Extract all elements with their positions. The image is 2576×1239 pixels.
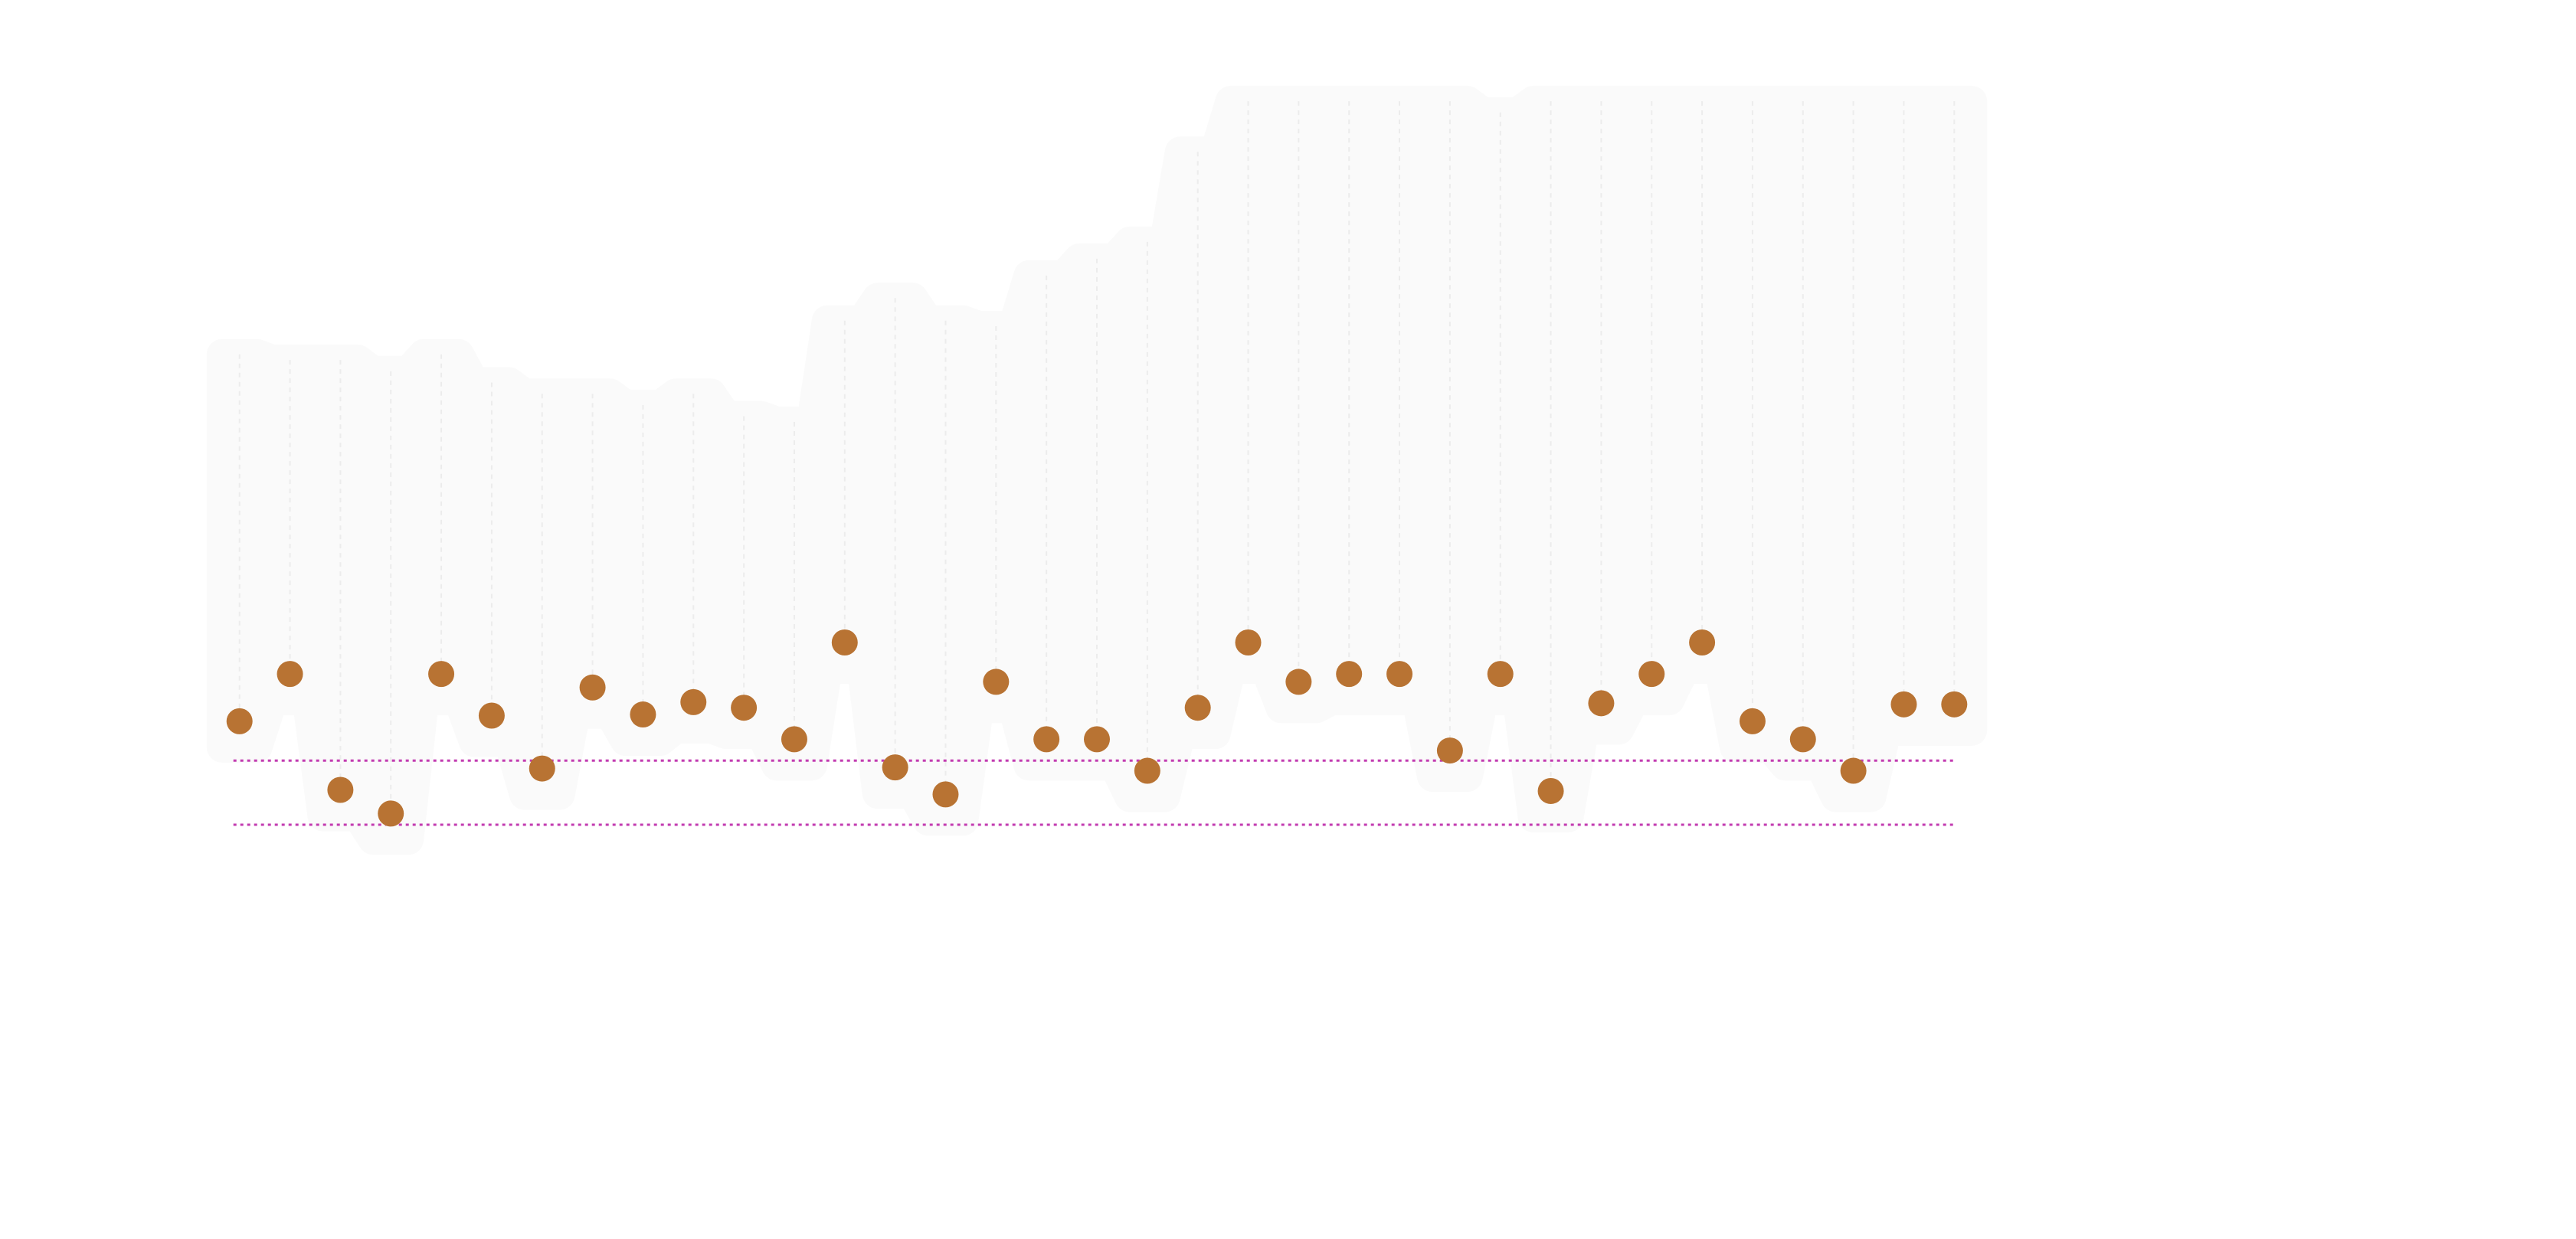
data-point: [579, 674, 606, 701]
data-point: [932, 781, 959, 808]
data-point: [1638, 661, 1665, 688]
reference-lines: [233, 759, 1956, 826]
data-point: [1941, 691, 1968, 718]
data-point: [680, 688, 707, 715]
data-point: [1537, 777, 1564, 804]
data-points: [226, 629, 1968, 827]
data-point: [983, 669, 1010, 695]
data-point: [1336, 661, 1363, 688]
data-point: [1789, 726, 1816, 753]
data-point: [1588, 690, 1615, 717]
data-point: [882, 754, 908, 781]
data-point: [1285, 669, 1312, 695]
data-point: [1739, 708, 1766, 734]
data-point: [1386, 661, 1413, 688]
data-point: [478, 702, 505, 729]
data-point: [327, 776, 354, 803]
data-point: [1084, 726, 1110, 753]
data-point: [781, 726, 807, 753]
data-point: [277, 661, 303, 688]
data-point: [1840, 757, 1867, 784]
data-point: [731, 695, 758, 721]
data-point: [226, 708, 253, 734]
data-point: [1184, 695, 1211, 721]
data-point: [1436, 737, 1463, 764]
data-point: [428, 661, 455, 688]
data-point: [1689, 629, 1716, 655]
data-point: [630, 701, 656, 728]
data-point: [1134, 757, 1160, 784]
vertical-gridlines: [238, 101, 1956, 814]
data-point: [378, 800, 404, 827]
data-point: [1890, 691, 1917, 718]
data-point: [529, 755, 555, 782]
data-point: [1235, 629, 1262, 655]
data-point: [1487, 661, 1514, 688]
data-point: [1033, 726, 1060, 753]
data-point: [831, 629, 858, 655]
